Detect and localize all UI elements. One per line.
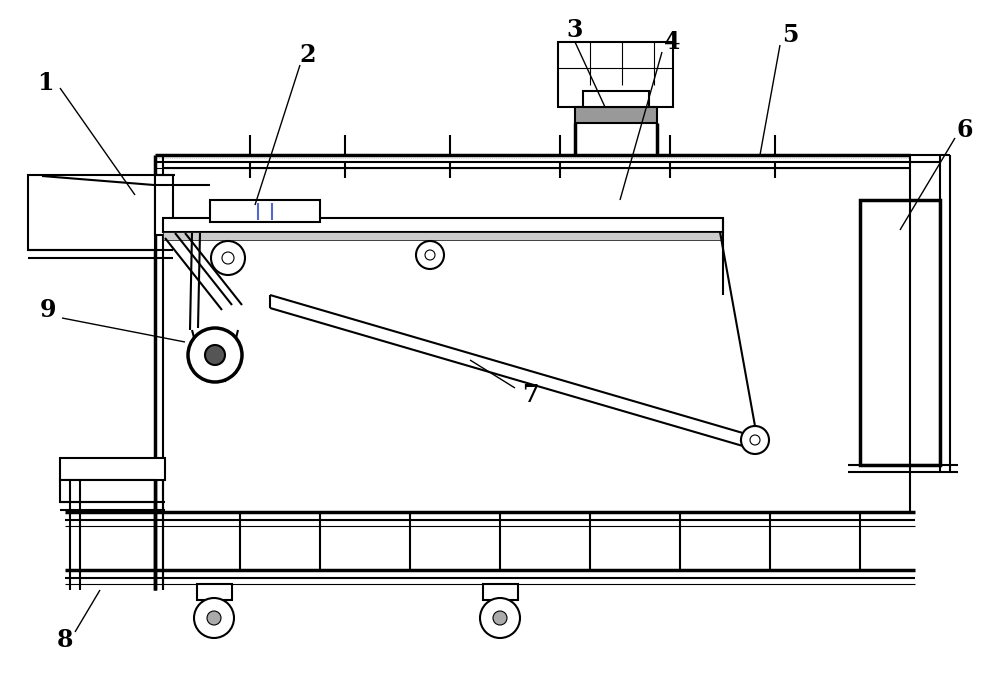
Bar [28, 175, 155, 250]
Circle shape [493, 611, 507, 625]
Bar [210, 200, 320, 222]
Text: 2: 2 [300, 43, 316, 67]
Text: 3: 3 [567, 18, 583, 42]
Bar [860, 200, 940, 465]
Circle shape [480, 598, 520, 638]
Bar [575, 107, 657, 123]
Text: 9: 9 [40, 298, 56, 322]
Bar [60, 458, 165, 480]
Circle shape [416, 241, 444, 269]
Circle shape [750, 435, 760, 445]
Circle shape [205, 345, 225, 365]
Bar [583, 91, 649, 107]
Text: 5: 5 [782, 23, 798, 47]
Bar [163, 218, 723, 232]
Circle shape [194, 598, 234, 638]
Circle shape [741, 426, 769, 454]
Bar [163, 232, 723, 240]
Bar [60, 480, 155, 502]
Text: 7: 7 [522, 383, 538, 407]
Circle shape [222, 252, 234, 264]
Text: 1: 1 [37, 71, 53, 95]
Bar [197, 584, 232, 600]
Circle shape [211, 241, 245, 275]
Bar [155, 175, 173, 235]
Circle shape [207, 611, 221, 625]
Bar [558, 42, 673, 107]
Circle shape [425, 250, 435, 260]
Bar [483, 584, 518, 600]
Text: 4: 4 [664, 30, 680, 54]
Text: 8: 8 [57, 628, 73, 652]
Text: 6: 6 [957, 118, 973, 142]
Circle shape [188, 328, 242, 382]
